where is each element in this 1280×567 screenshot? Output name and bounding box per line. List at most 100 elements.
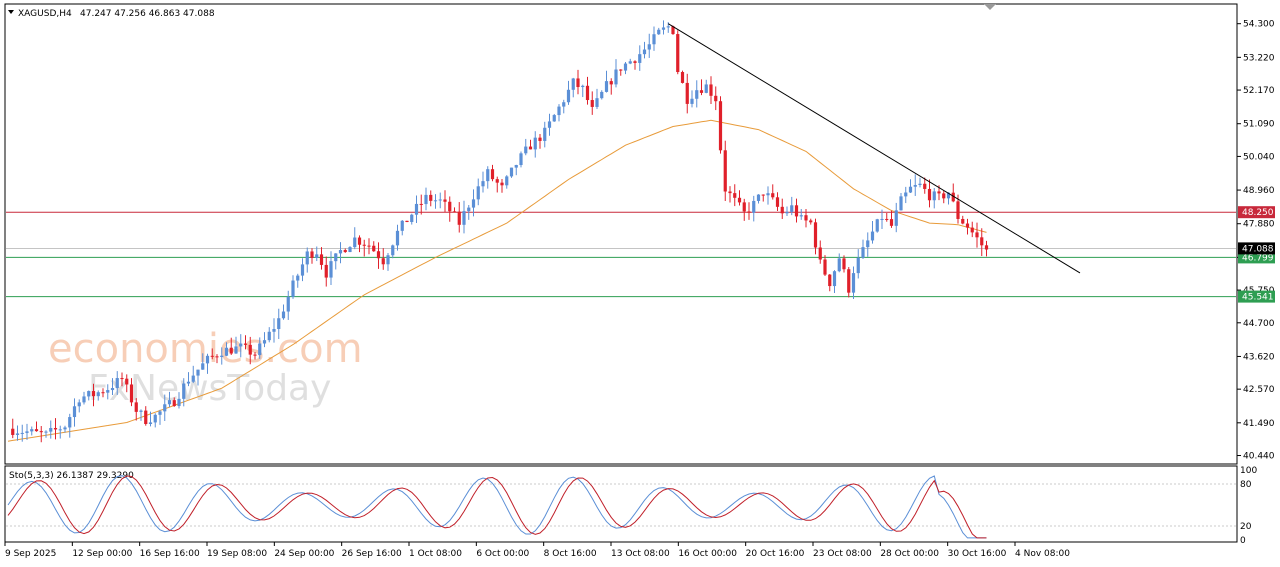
candle-body [595,98,599,107]
candle-body [424,194,428,205]
candle-body [771,193,775,198]
candle [889,210,894,228]
candle [980,228,984,257]
candle-body [400,220,404,231]
candle-body [101,392,105,394]
candle-body [847,269,851,293]
candle [585,76,590,105]
candle-body [623,63,628,71]
symbol-dropdown-icon[interactable] [8,10,14,14]
candle-body [329,261,333,278]
current-price-box [1238,242,1275,255]
candle [571,77,575,98]
candle-body [296,275,300,281]
time-tick-label: 26 Sep 16:00 [342,549,402,559]
candle-body [861,247,865,258]
candle-body [652,34,656,45]
price-tick-label: 54.300 [1243,20,1275,30]
candle [676,30,680,75]
candle-body [343,250,347,253]
candle-body [486,169,490,182]
level-label-box [1238,206,1275,219]
candle [961,215,965,225]
candle [875,218,879,233]
oscillator-tick-label: 80 [1240,480,1252,490]
scroll-shift-icon[interactable] [984,4,996,10]
time-tick-label: 8 Oct 16:00 [544,549,597,559]
candle-body [500,182,504,186]
candle [367,238,371,255]
price-tick-label: 42.570 [1243,385,1275,395]
candle-body [913,185,917,187]
candle-body [766,193,770,196]
candle [139,409,143,421]
candle-body [438,199,442,201]
candle-body [106,390,110,393]
candle [376,242,381,269]
candle [243,335,248,350]
candle [728,186,732,203]
candle-body [528,146,533,150]
candle-body [581,85,585,88]
candle-body [547,121,552,128]
candle-body [619,69,623,71]
time-tick-label: 6 Oct 00:00 [476,549,529,559]
candle-body [661,27,666,30]
candle [277,308,281,340]
candle [775,192,780,212]
candle-body [889,219,894,226]
candle-body [775,197,780,207]
candle [182,378,186,407]
candle-body [410,214,414,223]
candle-body [699,90,704,93]
candle [443,190,447,213]
candle-body [965,223,970,228]
candle [737,190,742,206]
time-tick-label: 16 Sep 16:00 [140,549,200,559]
candle [229,337,233,355]
candle-body [177,398,181,407]
candle [699,79,704,96]
candle [766,186,770,205]
candle-body [927,188,932,201]
price-tick-label: 53.220 [1243,53,1275,63]
candle [794,198,799,223]
candle-body [676,34,680,73]
candle-body [144,410,148,424]
candle [115,371,119,395]
candle [918,177,922,188]
candle [310,248,314,264]
candle-body [395,230,400,246]
candle-body [34,429,39,432]
candle-body [163,404,167,412]
candle [486,166,490,189]
candle-body [728,191,732,194]
candle [186,372,191,387]
candle-body [229,347,233,354]
candle [148,411,153,427]
candle [680,70,685,84]
candle-body [880,218,884,220]
candle-body [495,179,499,183]
watermark-economies: economies.com [48,326,363,372]
candle-body [182,383,186,399]
candle-body [780,206,784,214]
candle [771,184,775,200]
candle [87,390,91,401]
ma-line [7,119,987,442]
candle [281,304,286,320]
time-tick-label: 23 Oct 08:00 [813,549,872,559]
candle [619,69,623,76]
time-tick-label: 28 Oct 00:00 [880,549,939,559]
candle-body [571,78,575,90]
candle-body [899,196,903,211]
candle [11,418,15,439]
candle-body [813,222,818,248]
candle [15,425,20,441]
oscillator-frame [4,465,1238,543]
candle [296,273,300,288]
candle [120,372,124,387]
candle-body [604,81,609,92]
price-labels: 48.250 46.799 45.541 47.088 [1238,206,1275,303]
candle-body [818,247,822,260]
